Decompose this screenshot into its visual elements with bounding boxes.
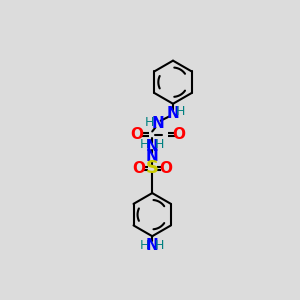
Text: O: O: [132, 161, 145, 176]
Text: H: H: [155, 138, 165, 151]
Text: H: H: [176, 105, 185, 118]
Text: O: O: [160, 161, 172, 176]
Text: S: S: [146, 159, 159, 177]
Text: N: N: [146, 149, 159, 164]
Text: N: N: [146, 139, 159, 154]
Text: N: N: [151, 116, 164, 131]
Text: H: H: [155, 239, 165, 252]
Text: N: N: [146, 238, 159, 253]
Text: H: H: [140, 239, 149, 252]
Text: H: H: [140, 138, 149, 151]
Text: O: O: [130, 127, 143, 142]
Text: H: H: [145, 116, 154, 129]
Text: O: O: [173, 127, 186, 142]
Text: N: N: [167, 106, 179, 121]
